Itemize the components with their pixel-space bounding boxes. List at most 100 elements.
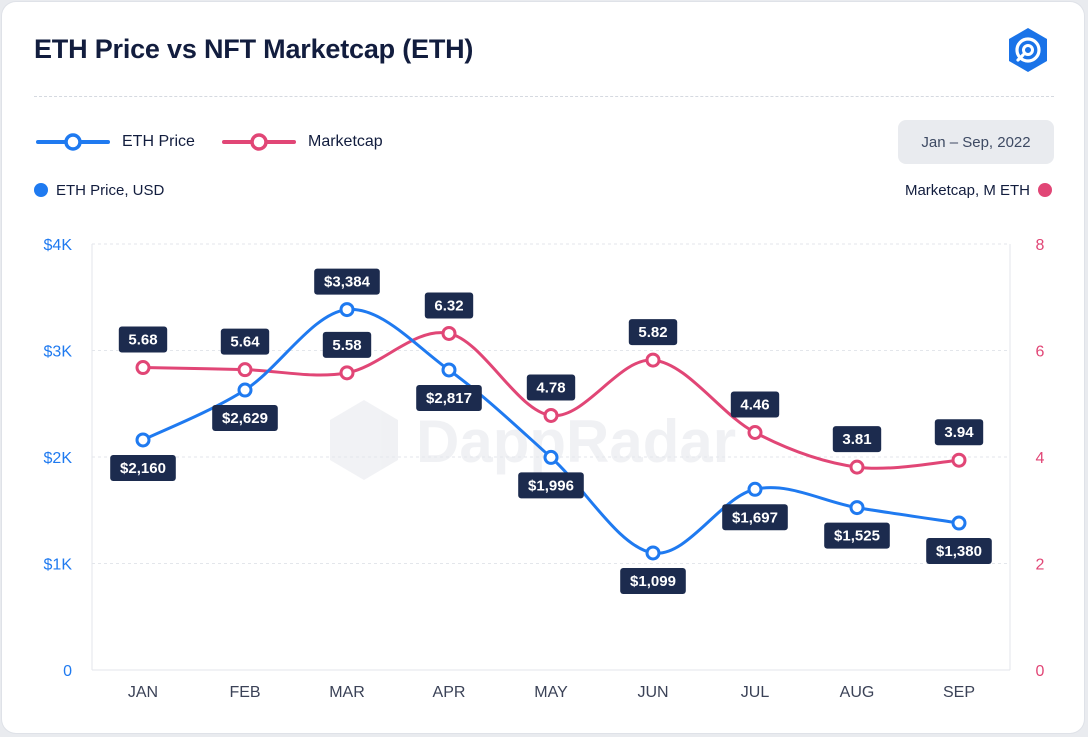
x-tick-label: SEP (943, 684, 975, 701)
data-point (441, 325, 457, 341)
left-tick-label: $4K (44, 237, 73, 254)
data-label: 3.81 (832, 426, 882, 453)
right-tick-label: 0 (1036, 663, 1045, 680)
legend-label: ETH Price (122, 133, 195, 150)
data-point (543, 449, 559, 465)
data-label-text: 3.81 (842, 431, 871, 448)
data-point (747, 425, 763, 441)
legend-label: Marketcap (308, 133, 383, 150)
title-divider (34, 96, 1054, 97)
data-point (441, 362, 457, 378)
data-label-box (212, 405, 278, 432)
data-label-box (322, 331, 372, 358)
data-label-box (416, 384, 482, 411)
data-label: $1,525 (824, 522, 890, 549)
data-point (747, 481, 763, 497)
data-label: 4.46 (730, 391, 780, 418)
data-label-text: $3,384 (324, 274, 371, 291)
data-label: $2,160 (110, 454, 176, 481)
legend-item-eth-price[interactable]: ETH Price (36, 130, 195, 154)
data-label: $1,380 (926, 538, 992, 565)
data-label-box (730, 391, 780, 418)
data-label-text: $1,380 (936, 543, 982, 560)
data-label: 5.68 (118, 326, 168, 353)
data-point (339, 365, 355, 381)
data-label-text: 6.32 (434, 297, 463, 314)
data-point (951, 452, 967, 468)
data-label: $2,817 (416, 384, 482, 411)
right-tick-label: 6 (1036, 344, 1045, 361)
data-label-text: $1,996 (528, 477, 574, 494)
data-label-text: $1,099 (630, 573, 676, 590)
data-label-text: 5.58 (332, 337, 361, 354)
data-label-box (722, 504, 788, 531)
x-tick-label: JUN (637, 684, 668, 701)
data-label-text: 5.82 (638, 324, 667, 341)
data-label-text: 5.68 (128, 332, 157, 349)
left-tick-label: 0 (63, 663, 72, 680)
data-point (543, 407, 559, 423)
data-label: $1,099 (620, 567, 686, 594)
data-point (339, 302, 355, 318)
data-label-text: $2,817 (426, 390, 472, 407)
data-label-box (424, 292, 474, 319)
data-label-box (526, 374, 576, 401)
data-label: 6.32 (424, 292, 474, 319)
x-tick-label: APR (433, 684, 466, 701)
data-label-text: $2,160 (120, 460, 166, 477)
legend-line-icon (36, 133, 110, 151)
left-tick-label: $1K (44, 557, 73, 574)
data-point (237, 382, 253, 398)
x-tick-label: FEB (229, 684, 260, 701)
data-label-box (926, 538, 992, 565)
data-label-box (118, 326, 168, 353)
left-tick-label: $3K (44, 344, 73, 361)
legend-line-icon (222, 133, 296, 151)
watermark-logo-icon (330, 400, 398, 480)
data-label-box (824, 522, 890, 549)
data-label-box (518, 472, 584, 499)
pink-dot-icon (1038, 183, 1052, 197)
data-label: 4.78 (526, 374, 576, 401)
data-point (237, 362, 253, 378)
data-point (645, 352, 661, 368)
left-axis-label: ETH Price, USD (34, 180, 164, 200)
data-label: 3.94 (934, 419, 984, 446)
data-label-text: $1,697 (732, 509, 778, 526)
data-label: $1,697 (722, 504, 788, 531)
dappradar-logo-icon (1009, 28, 1047, 72)
data-label-box (110, 454, 176, 481)
data-label-box (220, 328, 270, 355)
x-tick-label: JUL (741, 684, 770, 701)
data-label: 5.82 (628, 319, 678, 346)
data-label-box (832, 426, 882, 453)
data-point (135, 432, 151, 448)
data-point (645, 545, 661, 561)
watermark: DappRadar (330, 400, 736, 480)
blue-dot-icon (34, 183, 48, 197)
x-tick-label: JAN (128, 684, 158, 701)
data-label-text: 4.78 (536, 379, 565, 396)
x-tick-label: MAR (329, 684, 365, 701)
data-label-box (934, 419, 984, 446)
legend-item-marketcap[interactable]: Marketcap (222, 130, 383, 154)
x-tick-label: MAY (534, 684, 568, 701)
left-axis-label-text: ETH Price, USD (56, 181, 165, 199)
x-tick-label: AUG (840, 684, 875, 701)
data-label-box (620, 567, 686, 594)
data-label: $2,629 (212, 405, 278, 432)
chart-title: ETH Price vs NFT Marketcap (ETH) (34, 34, 474, 64)
data-label-text: 3.94 (944, 424, 974, 441)
data-label-box (314, 268, 380, 295)
watermark-text: DappRadar (416, 408, 736, 475)
data-label-text: $2,629 (222, 410, 268, 427)
right-tick-label: 4 (1036, 450, 1045, 467)
right-axis-label-text: Marketcap, M ETH (904, 181, 1030, 199)
date-range-button[interactable]: Jan – Sep, 2022 (898, 120, 1054, 164)
right-tick-label: 2 (1036, 557, 1045, 574)
left-tick-label: $2K (44, 450, 73, 467)
data-label-text: 5.64 (230, 334, 260, 351)
data-point (849, 500, 865, 516)
data-point (951, 515, 967, 531)
